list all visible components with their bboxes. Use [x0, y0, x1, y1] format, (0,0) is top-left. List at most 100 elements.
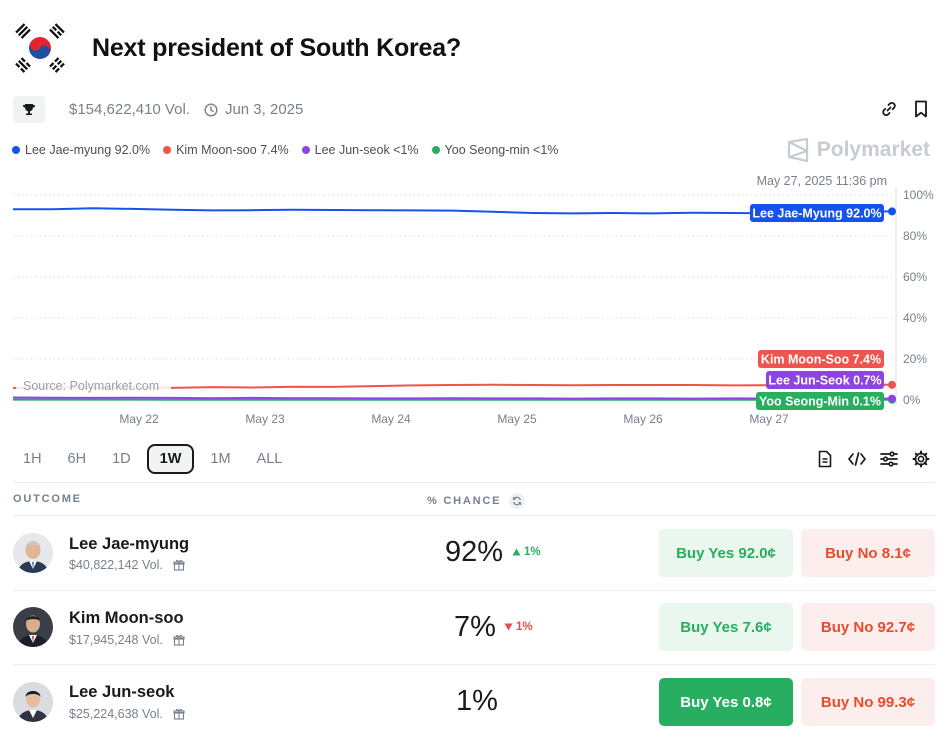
- south-korea-flag-icon: [12, 20, 68, 76]
- y-tick-label: 80%: [903, 229, 927, 243]
- candidate-name[interactable]: Lee Jun-seok: [69, 683, 175, 701]
- chance-change-up: 1%: [512, 546, 541, 558]
- legend-item: Yoo Seong-min <1%: [431, 143, 559, 157]
- total-volume: $154,622,410 Vol.: [69, 101, 190, 118]
- series-end-point: [888, 207, 896, 216]
- market-header: Next president of South Korea?: [12, 20, 461, 76]
- x-tick-label: May 22: [119, 412, 159, 426]
- gift-icon: [173, 634, 185, 646]
- triangle-down-icon: [504, 623, 513, 631]
- buy-no-button[interactable]: Buy No 99.3¢: [801, 678, 935, 726]
- legend-dot: [163, 146, 172, 154]
- legend-item: Kim Moon-soo 7.4%: [163, 143, 289, 157]
- end-date: Jun 3, 2025: [204, 101, 303, 118]
- x-tick-label: May 25: [497, 412, 537, 426]
- polymarket-logo: Polymarket: [787, 138, 930, 162]
- bookmark-icon[interactable]: [912, 99, 930, 119]
- chart-legend: Lee Jae-myung 92.0% Kim Moon-soo 7.4% Le…: [12, 143, 558, 157]
- document-icon[interactable]: [816, 450, 834, 468]
- y-tick-label: 40%: [903, 311, 927, 325]
- series-end-label-bg: [756, 392, 884, 410]
- embed-code-icon[interactable]: [848, 450, 866, 468]
- x-tick-label: May 26: [623, 412, 663, 426]
- series-line-lee-jun-seok: [12, 396, 892, 400]
- sliders-icon[interactable]: [880, 450, 898, 468]
- y-tick-label: 20%: [903, 352, 927, 366]
- legend-dot: [431, 146, 440, 154]
- legend-label: Lee Jae-myung 92.0%: [25, 143, 151, 157]
- divider: [13, 515, 935, 516]
- candidate-volume-text: $25,224,638 Vol.: [69, 707, 163, 721]
- x-tick-label: May 23: [245, 412, 285, 426]
- trophy-icon[interactable]: [13, 96, 45, 123]
- avatar: [13, 682, 53, 722]
- candidate-name[interactable]: Kim Moon-soo: [69, 609, 184, 627]
- legend-dot: [301, 146, 310, 154]
- chance-column-header: % CHANCE: [427, 493, 526, 509]
- series-end-label-bg: [766, 371, 884, 389]
- y-tick-label: 100%: [903, 188, 934, 202]
- outcome-row-kim-moon-soo[interactable]: Kim Moon-soo $17,945,248 Vol. 7% 1% Buy …: [13, 591, 935, 665]
- series-end-label: Kim Moon-Soo 7.4%: [761, 353, 881, 367]
- buy-yes-button[interactable]: Buy Yes 92.0¢: [659, 529, 793, 577]
- buy-yes-button[interactable]: Buy Yes 0.8¢: [659, 678, 793, 726]
- outcome-column-header: OUTCOME: [13, 493, 82, 505]
- range-1w-button[interactable]: 1W: [146, 444, 195, 474]
- market-title: Next president of South Korea?: [92, 33, 462, 62]
- range-1d-button[interactable]: 1D: [112, 451, 131, 467]
- range-1m-button[interactable]: 1M: [210, 451, 231, 467]
- chance-value: 92%: [445, 536, 504, 568]
- range-1h-button[interactable]: 1H: [23, 451, 42, 467]
- avatar: [13, 533, 53, 573]
- chance-header-label: % CHANCE: [427, 495, 502, 507]
- chance-change-text: 1%: [524, 546, 541, 558]
- series-end-label: Lee Jun-Seok 0.7%: [768, 374, 881, 388]
- series-end-label-bg: [758, 350, 884, 368]
- refresh-icon[interactable]: [509, 493, 526, 509]
- legend-item: Lee Jun-seok <1%: [301, 143, 419, 157]
- y-tick-label: 60%: [903, 270, 927, 284]
- legend-label: Yoo Seong-min <1%: [444, 143, 559, 157]
- avatar: [13, 607, 53, 647]
- link-icon[interactable]: [880, 99, 898, 119]
- range-all-button[interactable]: ALL: [256, 451, 283, 467]
- legend-label: Lee Jun-seok <1%: [314, 143, 419, 157]
- series-end-point: [888, 380, 896, 389]
- chance-value: 7%: [454, 611, 496, 643]
- buy-no-button[interactable]: Buy No 92.7¢: [801, 603, 935, 651]
- hover-time-label: May 27, 2025 11:36 pm: [757, 174, 887, 188]
- chance-change-down: 1%: [504, 621, 533, 633]
- candidate-name[interactable]: Lee Jae-myung: [69, 535, 190, 553]
- divider: [13, 664, 935, 665]
- legend-item: Lee Jae-myung 92.0%: [12, 143, 150, 157]
- price-chart[interactable]: 100% 80% 60% 40% 20% 0% May 22 May 23 May 24 May …: [0, 165, 948, 435]
- market-actions: [880, 99, 930, 119]
- series-line-lee-jae-myung: [13, 207, 893, 215]
- source-label: Source: Polymarket.com: [23, 379, 159, 393]
- chance-change-text: 1%: [516, 621, 533, 633]
- clock-icon: [204, 102, 218, 117]
- series-end-label: Lee Jae-Myung 92.0%: [752, 207, 881, 221]
- series-end-label-bg: [750, 204, 884, 222]
- settings-gear-icon[interactable]: [912, 450, 930, 468]
- outcome-row-lee-jae-myung[interactable]: Lee Jae-myung $40,822,142 Vol. 92% 1% Bu…: [13, 516, 935, 590]
- buy-yes-button[interactable]: Buy Yes 7.6¢: [659, 603, 793, 651]
- range-6h-button[interactable]: 6H: [67, 451, 87, 467]
- source-label-bg: [16, 376, 171, 394]
- legend-label: Kim Moon-soo 7.4%: [176, 143, 289, 157]
- gift-icon: [173, 708, 185, 720]
- buy-no-button[interactable]: Buy No 8.1¢: [801, 529, 935, 577]
- outcome-row-lee-jun-seok[interactable]: Lee Jun-seok $25,224,638 Vol. 1% Buy Yes…: [13, 665, 935, 739]
- divider: [13, 590, 935, 591]
- divider: [13, 482, 935, 483]
- gift-icon: [173, 559, 185, 571]
- candidate-volume-text: $17,945,248 Vol.: [69, 633, 163, 647]
- candidate-volume: $17,945,248 Vol.: [69, 633, 185, 647]
- end-date-text: Jun 3, 2025: [224, 101, 304, 118]
- triangle-up-icon: [512, 548, 521, 556]
- market-meta: $154,622,410 Vol. Jun 3, 2025: [13, 96, 303, 123]
- candidate-volume-text: $40,822,142 Vol.: [69, 558, 163, 572]
- x-tick-label: May 27: [749, 412, 789, 426]
- chart-tools: [816, 450, 930, 468]
- brand-name: Polymarket: [816, 138, 930, 161]
